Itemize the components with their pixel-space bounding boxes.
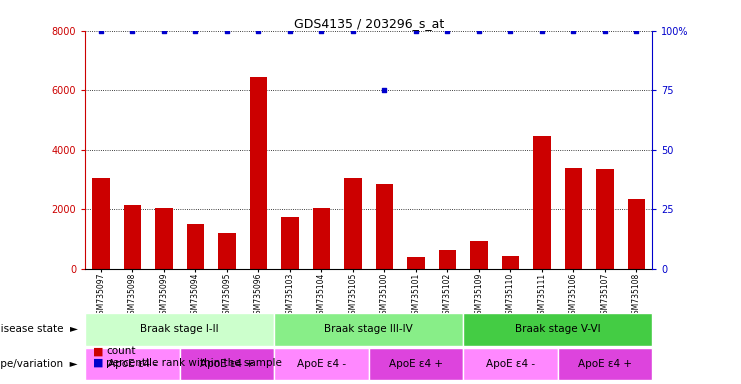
Point bbox=[316, 28, 328, 34]
Text: Braak stage I-II: Braak stage I-II bbox=[140, 324, 219, 334]
Text: Braak stage V-VI: Braak stage V-VI bbox=[515, 324, 600, 334]
Bar bbox=[313, 208, 330, 269]
Bar bbox=[597, 169, 614, 269]
Point bbox=[221, 28, 233, 34]
Bar bbox=[565, 167, 582, 269]
Bar bbox=[219, 233, 236, 269]
Text: ■: ■ bbox=[93, 358, 103, 368]
Bar bbox=[282, 217, 299, 269]
Bar bbox=[463, 348, 557, 380]
Bar bbox=[439, 250, 456, 269]
Bar bbox=[534, 136, 551, 269]
Point bbox=[158, 28, 170, 34]
Text: ApoE ε4 -: ApoE ε4 - bbox=[486, 359, 535, 369]
Text: ApoE ε4 +: ApoE ε4 + bbox=[200, 359, 254, 369]
Bar bbox=[368, 348, 463, 380]
Point bbox=[347, 28, 359, 34]
Point bbox=[442, 28, 453, 34]
Title: GDS4135 / 203296_s_at: GDS4135 / 203296_s_at bbox=[293, 17, 444, 30]
Point bbox=[95, 28, 107, 34]
Text: count: count bbox=[106, 346, 136, 356]
Bar bbox=[376, 184, 393, 269]
Text: percentile rank within the sample: percentile rank within the sample bbox=[106, 358, 282, 368]
Text: ApoE ε4 -: ApoE ε4 - bbox=[108, 359, 157, 369]
Bar bbox=[250, 77, 267, 269]
Point bbox=[631, 28, 642, 34]
Bar bbox=[628, 199, 645, 269]
Bar bbox=[179, 348, 274, 380]
Bar bbox=[85, 348, 179, 380]
Point bbox=[253, 28, 265, 34]
Bar bbox=[124, 205, 141, 269]
Point bbox=[379, 87, 391, 93]
Point bbox=[284, 28, 296, 34]
Bar bbox=[557, 348, 652, 380]
Point bbox=[568, 28, 579, 34]
Text: ApoE ε4 -: ApoE ε4 - bbox=[297, 359, 346, 369]
Text: ApoE ε4 +: ApoE ε4 + bbox=[389, 359, 443, 369]
Point bbox=[505, 28, 516, 34]
Point bbox=[190, 28, 202, 34]
Point bbox=[127, 28, 139, 34]
Bar bbox=[345, 178, 362, 269]
Bar bbox=[187, 224, 204, 269]
Bar bbox=[502, 256, 519, 269]
Bar bbox=[471, 240, 488, 269]
Bar bbox=[408, 258, 425, 269]
Text: Braak stage III-IV: Braak stage III-IV bbox=[325, 324, 413, 334]
Bar bbox=[93, 178, 110, 269]
Text: ApoE ε4 +: ApoE ε4 + bbox=[578, 359, 632, 369]
Bar bbox=[85, 313, 274, 346]
Point bbox=[536, 28, 548, 34]
Bar bbox=[156, 208, 173, 269]
Text: ■: ■ bbox=[93, 346, 103, 356]
Bar bbox=[274, 313, 463, 346]
Point bbox=[410, 28, 422, 34]
Text: disease state  ►: disease state ► bbox=[0, 324, 78, 334]
Bar bbox=[274, 348, 369, 380]
Text: genotype/variation  ►: genotype/variation ► bbox=[0, 359, 78, 369]
Point bbox=[473, 28, 485, 34]
Point bbox=[599, 28, 611, 34]
Bar bbox=[463, 313, 652, 346]
